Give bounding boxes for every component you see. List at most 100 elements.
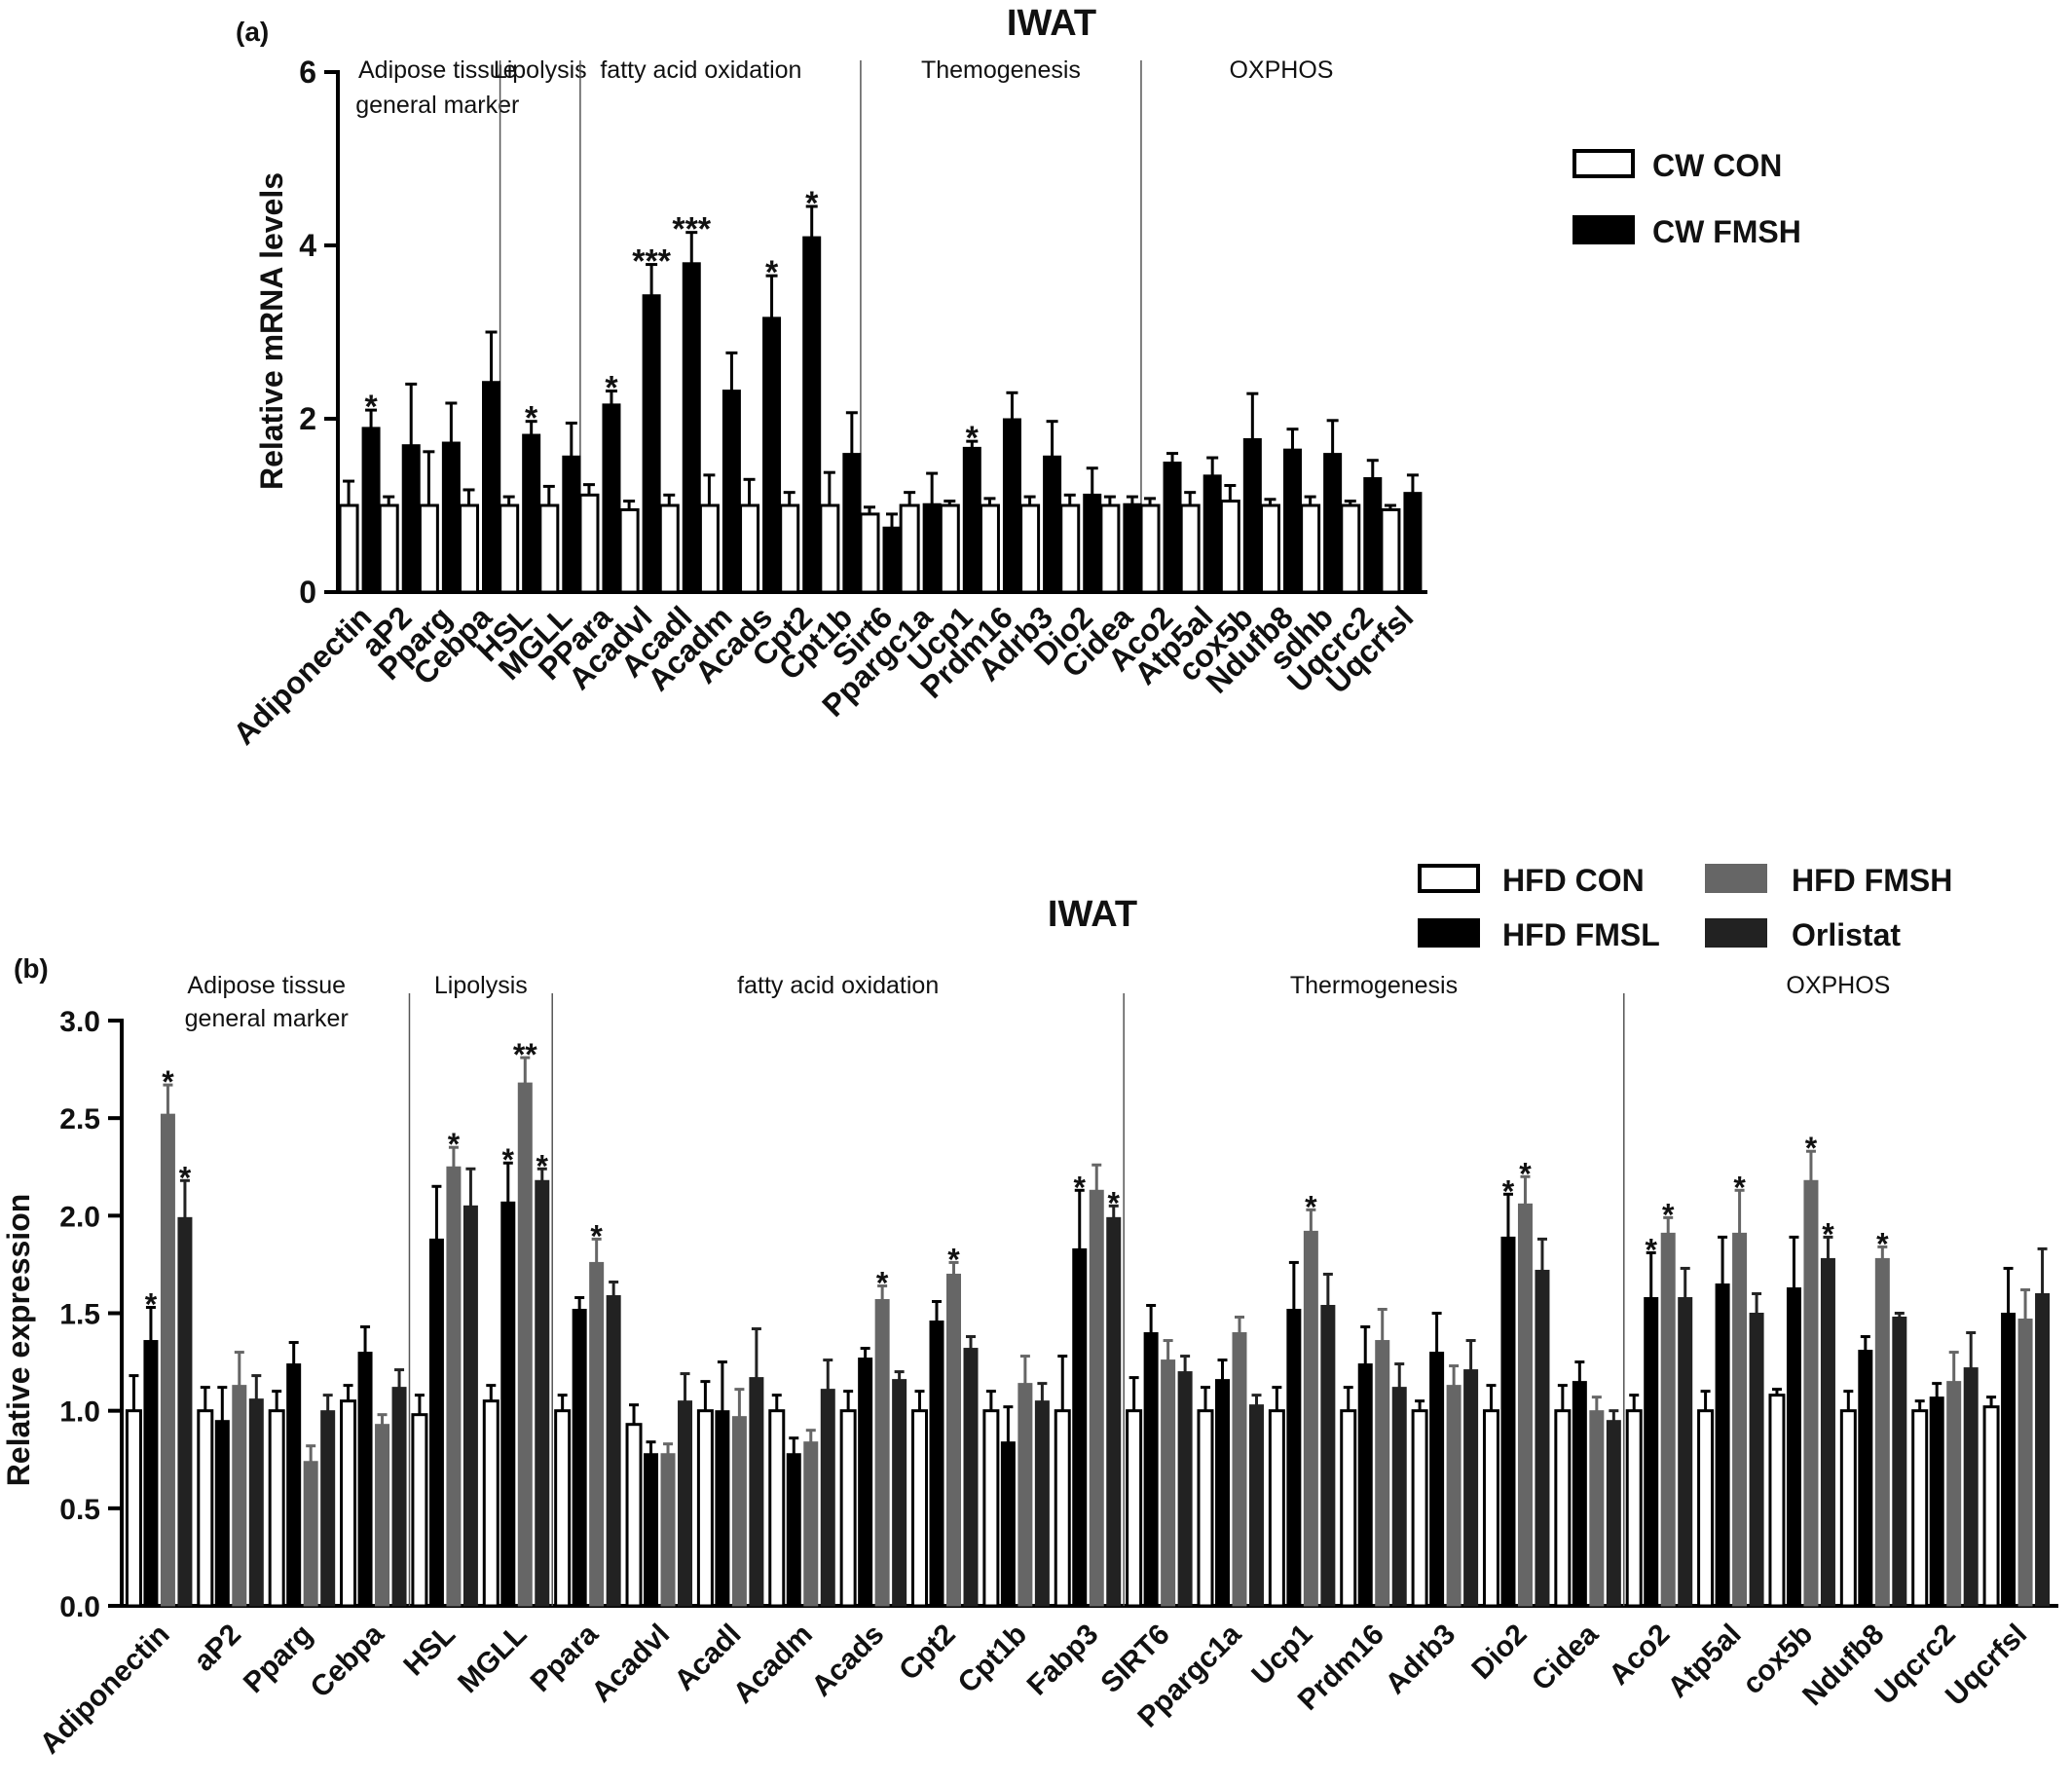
panel-b-y-axis-label: Relative expression	[1, 1194, 36, 1487]
bar-hfd-con-prdm16	[1340, 1409, 1357, 1608]
x-tick-label-acadvl: Acadvl	[585, 1619, 676, 1709]
bar-hfd-con-ppara	[554, 1409, 572, 1608]
y-tick-label: 6	[299, 55, 316, 90]
bar-orlistat-mgll	[535, 1179, 550, 1607]
bar-hfd-fmsh-adiponectin	[160, 1113, 175, 1607]
bar-cw-con-uqcrc2	[1340, 503, 1361, 594]
bar-hfd-con-cebpa	[340, 1399, 357, 1608]
significance-marker: ***	[632, 243, 671, 280]
bar-hfd-fmsl-ap2	[214, 1420, 230, 1607]
group-label-lipolysis: Lipolysis	[494, 56, 587, 84]
group-label-oxphos: OXPHOS	[1229, 56, 1333, 84]
x-tick-label-ndufb8: Ndufb8	[1796, 1619, 1890, 1712]
bar-hfd-fmsl-acadm	[786, 1453, 801, 1607]
bar-hfd-fmsl-cidea	[1572, 1381, 1587, 1607]
bar-cw-con-cpt1b	[819, 503, 840, 594]
bar-cw-fmsh-prdm16	[1002, 418, 1021, 593]
significance-marker: *	[947, 1242, 960, 1277]
bar-cw-fmsh-ucp1	[962, 446, 981, 593]
bar-cw-fmsh-cpt1b	[842, 453, 862, 593]
bar-hfd-fmsh-prdm16	[1375, 1340, 1390, 1607]
bar-hfd-con-hsl	[411, 1413, 428, 1608]
bar-hfd-fmsl-cox5b	[1786, 1286, 1801, 1607]
bar-cw-con-adrb3	[1019, 503, 1041, 594]
bar-hfd-fmsh-cox5b	[1803, 1179, 1819, 1607]
x-tick-label-atp5al: Atp5al	[1662, 1619, 1748, 1704]
bar-hfd-con-ucp1	[1268, 1409, 1285, 1608]
bar-orlistat-cpt2	[963, 1348, 979, 1607]
significance-marker: **	[513, 1037, 537, 1072]
bar-cw-fmsh-adrb3	[1043, 455, 1062, 593]
bar-hfd-fmsh-acadvl	[660, 1453, 676, 1607]
bar-hfd-fmsh-uqcrc2	[1946, 1381, 1962, 1607]
group-label-oxphos: OXPHOS	[1786, 972, 1890, 999]
bar-hfd-fmsl-sirt6	[1143, 1332, 1159, 1607]
bar-cw-fmsh-aco2	[1163, 462, 1182, 593]
y-tick-label: 0	[299, 575, 316, 610]
legend-swatch-hfd-fmsl	[1418, 918, 1480, 948]
significance-marker: *	[1519, 1156, 1532, 1191]
y-tick-label: 1.0	[59, 1396, 100, 1429]
bar-hfd-con-cpt2	[911, 1409, 929, 1608]
bar-cw-con-aco2	[1139, 503, 1161, 594]
significance-marker: *	[966, 420, 980, 457]
bar-hfd-con-mgll	[482, 1399, 500, 1608]
significance-marker: *	[364, 389, 378, 426]
bar-orlistat-acadl	[749, 1377, 764, 1607]
bar-hfd-con-atp5al	[1697, 1409, 1715, 1608]
bar-cw-fmsh-mgll	[562, 455, 581, 593]
bar-cw-con-cebpa	[459, 503, 480, 594]
x-tick-label-ap2: aP2	[188, 1619, 247, 1678]
bar-orlistat-acadvl	[678, 1400, 693, 1607]
significance-marker: *	[805, 185, 819, 222]
bar-cw-fmsh-dio2	[1083, 493, 1102, 593]
panel-b-chart: (b) IWAT Relative expression HFD CON HFD…	[1, 863, 2058, 1761]
bar-hfd-fmsh-cidea	[1589, 1410, 1605, 1607]
panel-b-legend: HFD CON HFD FMSH HFD FMSL Orlistat	[1418, 863, 1952, 952]
bar-hfd-fmsl-uqcrc2	[1929, 1396, 1944, 1607]
bar-cw-fmsh-hsl	[522, 433, 541, 593]
legend-swatch-hfd-con	[1418, 864, 1480, 893]
bar-hfd-fmsh-ppara	[589, 1261, 605, 1607]
bar-cw-con-ndufb8	[1259, 503, 1280, 594]
x-tick-label-cebpa: Cebpa	[305, 1618, 390, 1703]
panel-b-label: (b)	[14, 953, 49, 984]
bar-orlistat-fabp3	[1106, 1216, 1122, 1607]
bar-hfd-fmsh-adrb3	[1446, 1385, 1462, 1607]
bar-orlistat-cpt1b	[1034, 1400, 1050, 1607]
significance-marker: *	[1074, 1170, 1087, 1205]
bar-orlistat-ppara	[606, 1294, 621, 1607]
bar-cw-con-cpt2	[779, 503, 800, 594]
bar-hfd-fmsh-cpt1b	[1018, 1383, 1033, 1607]
bar-hfd-fmsl-hsl	[428, 1238, 444, 1607]
bar-cw-fmsh-ndufb8	[1282, 448, 1302, 593]
bar-cw-fmsh-cox5b	[1242, 437, 1262, 593]
bar-hfd-fmsh-cpt2	[946, 1273, 962, 1607]
legend-swatch-orlistat	[1705, 918, 1767, 948]
bar-hfd-fmsl-acads	[858, 1358, 873, 1607]
significance-marker: *	[1645, 1232, 1657, 1267]
bar-cw-con-acadl	[658, 503, 680, 594]
panel-a-label: (a)	[236, 17, 269, 47]
x-tick-label-fabp3: Fabp3	[1021, 1619, 1105, 1702]
group-label-fatty-acid-oxidation: fatty acid oxidation	[600, 56, 801, 84]
x-tick-label-acads: Acads	[805, 1619, 890, 1703]
bar-cw-con-cox5b	[1219, 500, 1240, 594]
bar-cw-con-atp5al	[1179, 503, 1201, 594]
bar-cw-fmsh-acadl	[682, 262, 701, 593]
bar-hfd-con-adiponectin	[125, 1409, 142, 1608]
bar-hfd-con-cox5b	[1768, 1394, 1786, 1608]
x-tick-label-adiponectin: Adiponectin	[226, 599, 378, 751]
bar-hfd-fmsh-pparg	[303, 1461, 318, 1607]
bar-hfd-fmsh-uqcrfsl	[2017, 1319, 2033, 1607]
bar-hfd-fmsh-cebpa	[375, 1424, 390, 1607]
group-label-lipolysis: Lipolysis	[434, 972, 528, 999]
bar-orlistat-adiponectin	[177, 1216, 193, 1607]
panel-a-y-axis-label: Relative mRNA levels	[254, 172, 289, 490]
bar-hfd-fmsl-cebpa	[357, 1352, 373, 1607]
bar-cw-fmsh-uqcrfsl	[1403, 492, 1423, 593]
bar-cw-fmsh-cpt2	[802, 236, 822, 593]
panel-a-chart: (a) IWAT Relative mRNA levels CW CON CW …	[226, 3, 1801, 752]
bar-cw-fmsh-ppara	[602, 403, 621, 593]
